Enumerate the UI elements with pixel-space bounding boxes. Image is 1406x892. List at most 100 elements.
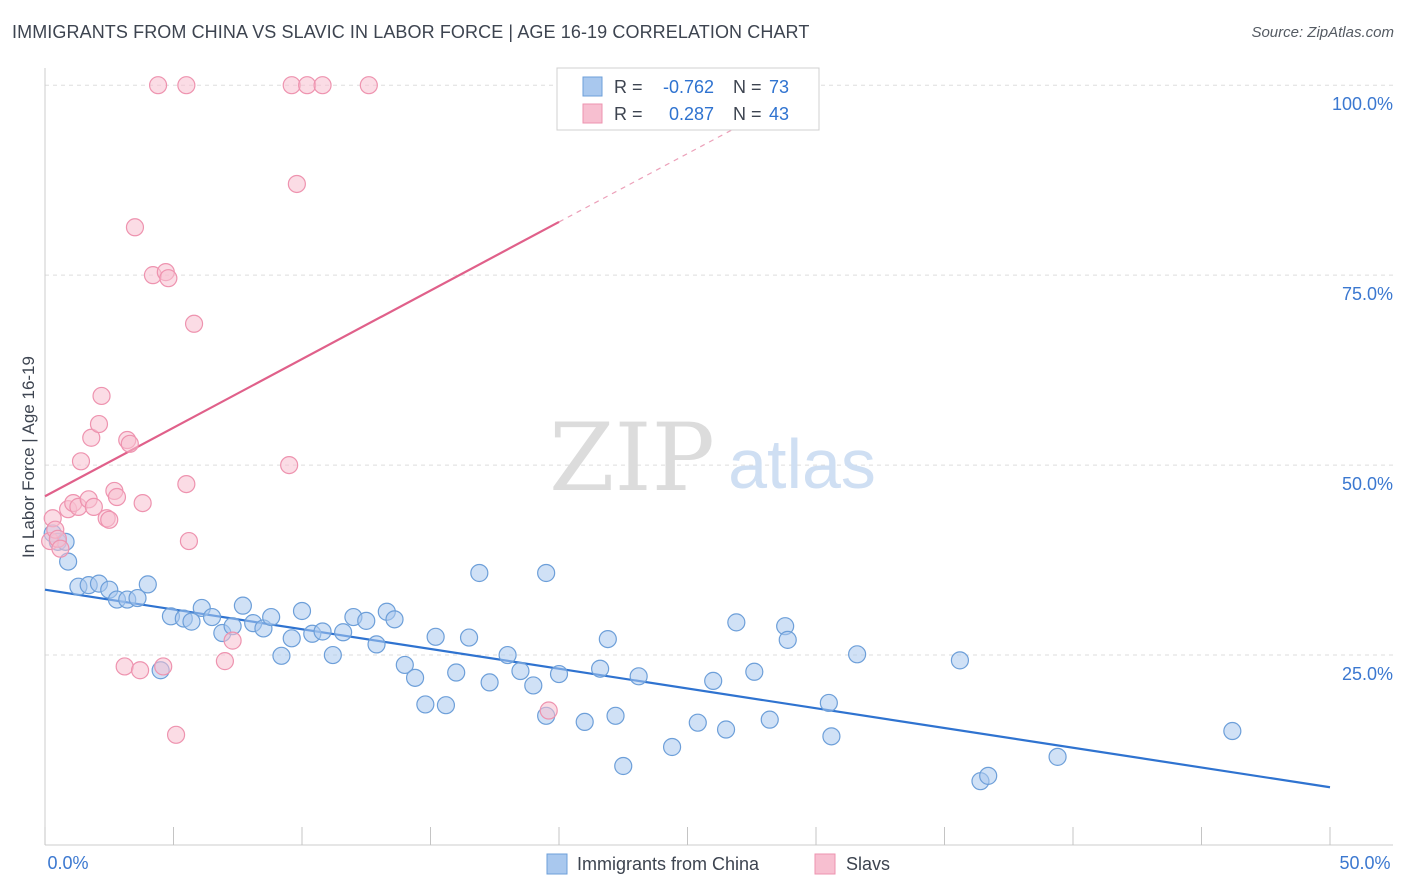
point-china xyxy=(385,610,404,629)
point-slavs xyxy=(82,428,101,447)
point-slavs xyxy=(280,455,299,475)
point-slavs xyxy=(130,661,150,680)
point-china xyxy=(848,645,867,664)
point-china xyxy=(357,611,376,630)
point-slavs xyxy=(84,497,103,516)
point-china xyxy=(704,671,723,690)
point-china xyxy=(282,629,301,648)
point-china xyxy=(480,673,499,692)
point-slavs xyxy=(184,314,204,333)
point-china xyxy=(549,664,569,684)
point-china xyxy=(323,645,342,665)
trendline-slavs-extension xyxy=(558,118,753,223)
point-china xyxy=(745,662,764,681)
bottom-legend-swatch-china xyxy=(546,853,568,875)
point-china xyxy=(426,627,445,646)
point-slavs xyxy=(115,657,134,676)
point-china xyxy=(202,607,222,627)
y-axis-label: In Labor Force | Age 16-19 xyxy=(19,356,38,558)
legend-swatch-slavs xyxy=(582,103,603,124)
legend-n-label-2: N = xyxy=(733,104,762,124)
point-china xyxy=(334,623,353,642)
x-tick-label-max: 50.0% xyxy=(1339,853,1390,873)
point-china xyxy=(470,563,489,583)
point-china xyxy=(688,713,707,732)
point-slavs xyxy=(133,493,152,513)
point-china xyxy=(591,659,610,678)
legend-box: R = -0.762 N = 73 R = 0.287 N = 43 xyxy=(556,67,820,131)
point-china xyxy=(459,628,479,647)
y-tick-label: 25.0% xyxy=(1342,664,1393,684)
chart-title: IMMIGRANTS FROM CHINA VS SLAVIC IN LABOR… xyxy=(12,22,810,42)
point-china xyxy=(819,693,838,713)
point-china xyxy=(272,646,291,665)
legend-swatch-china xyxy=(582,76,603,97)
point-china xyxy=(727,613,746,632)
source-label: Source: ZipAtlas.com xyxy=(1251,24,1394,41)
point-slavs xyxy=(287,174,306,194)
point-slavs xyxy=(71,452,91,471)
grid-layer xyxy=(45,84,1393,656)
point-slavs xyxy=(89,414,109,434)
y-tick-label: 75.0% xyxy=(1342,284,1393,304)
legend-n-label-1: N = xyxy=(733,77,762,97)
point-slavs xyxy=(120,434,139,453)
point-slavs xyxy=(166,725,186,744)
point-china xyxy=(537,563,556,583)
point-slavs xyxy=(313,76,332,95)
point-slavs xyxy=(298,76,317,95)
point-china xyxy=(436,696,456,715)
point-slavs xyxy=(159,269,178,288)
watermark-atlas: atlas xyxy=(728,425,876,503)
x-tick-label-min: 0.0% xyxy=(47,853,88,873)
point-slavs xyxy=(154,657,173,676)
point-china xyxy=(950,651,970,670)
y-tick-label: 100.0% xyxy=(1332,94,1393,114)
points-layer xyxy=(41,76,1242,791)
point-china xyxy=(498,645,517,665)
bottom-legend-label-slavs: Slavs xyxy=(846,854,890,874)
point-china xyxy=(606,706,625,725)
point-china xyxy=(416,695,435,714)
point-china xyxy=(405,668,425,687)
legend-r-label-1: R = xyxy=(614,77,643,97)
point-slavs xyxy=(125,218,145,237)
bottom-legend: Immigrants from China Slavs xyxy=(546,853,890,875)
point-slavs xyxy=(215,652,234,671)
point-china xyxy=(233,596,252,615)
watermark-zip: ZIP xyxy=(549,404,715,513)
point-china xyxy=(395,655,414,675)
point-china xyxy=(575,712,594,732)
point-china xyxy=(760,710,779,729)
point-china xyxy=(313,622,332,641)
point-china xyxy=(1223,721,1242,741)
y-tick-label: 50.0% xyxy=(1342,474,1393,494)
legend-r-label-2: R = xyxy=(614,104,643,124)
point-slavs xyxy=(179,531,199,551)
point-china xyxy=(598,629,617,649)
point-slavs xyxy=(148,76,168,95)
point-slavs xyxy=(359,76,378,95)
axes-layer: 25.0% 50.0% 75.0% 100.0% xyxy=(44,68,1393,846)
point-china xyxy=(662,737,682,757)
point-china xyxy=(182,612,201,631)
legend-r-value-slavs: 0.287 xyxy=(669,104,714,124)
point-china xyxy=(138,575,157,594)
point-china xyxy=(716,720,736,739)
point-slavs xyxy=(539,701,558,720)
bottom-legend-swatch-slavs xyxy=(814,853,836,875)
point-china xyxy=(979,766,998,785)
legend-r-value-china: -0.762 xyxy=(663,77,714,97)
point-china xyxy=(822,727,841,746)
point-china xyxy=(367,635,386,654)
point-china xyxy=(511,661,530,681)
point-china xyxy=(292,601,312,621)
point-china xyxy=(524,676,543,695)
legend-n-value-slavs: 43 xyxy=(769,104,789,124)
point-slavs xyxy=(107,487,127,507)
point-slavs xyxy=(282,76,301,95)
point-slavs xyxy=(51,539,70,558)
point-slavs xyxy=(177,76,196,95)
point-slavs xyxy=(92,386,111,406)
